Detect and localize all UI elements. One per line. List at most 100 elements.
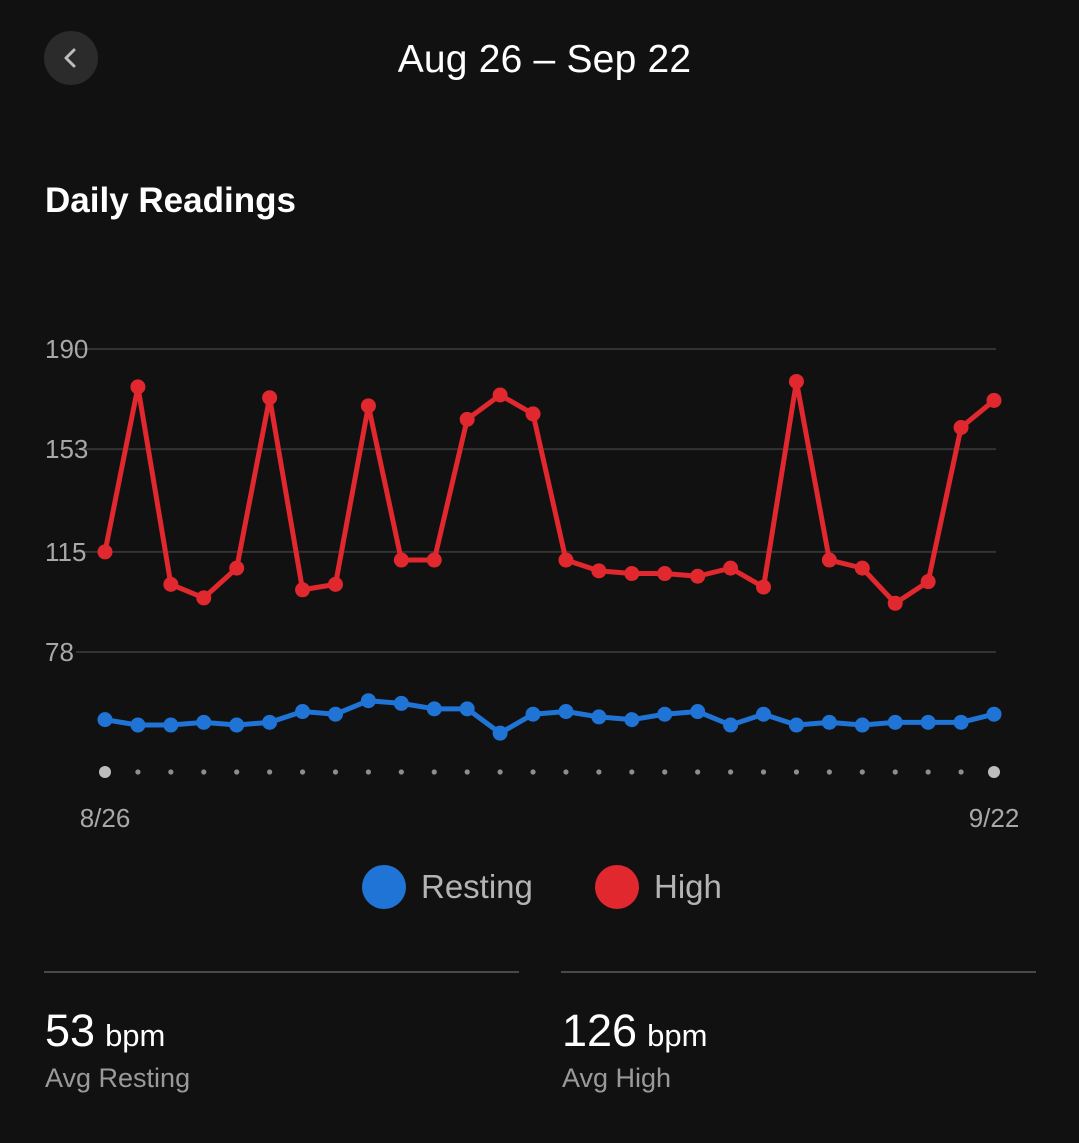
avg-resting-label: Avg Resting: [45, 1063, 191, 1093]
data-point-high: [821, 552, 837, 568]
avg-high-label: Avg High: [562, 1063, 672, 1093]
x-axis-end-marker: [988, 766, 1000, 778]
data-point-resting: [459, 701, 475, 717]
x-axis-day-marker: [826, 769, 832, 775]
data-point-resting: [97, 712, 113, 728]
x-axis-day-marker: [135, 769, 141, 775]
x-axis-day-marker: [234, 769, 240, 775]
x-axis-day-marker: [727, 769, 734, 775]
data-point-high: [756, 579, 772, 595]
data-point-resting: [591, 709, 607, 725]
data-point-high: [262, 390, 278, 406]
data-point-high: [393, 552, 409, 568]
x-axis-day-marker: [859, 769, 865, 775]
x-axis-day-marker: [365, 769, 372, 775]
data-point-resting: [525, 706, 541, 722]
back-button[interactable]: [44, 31, 98, 85]
x-axis-day-marker: [695, 769, 701, 775]
data-point-high: [229, 560, 245, 576]
data-point-high: [723, 560, 739, 576]
data-point-resting: [723, 717, 739, 733]
data-point-high: [558, 552, 574, 568]
y-tick-label-115: 115: [45, 537, 86, 567]
x-axis-day-marker: [267, 769, 273, 775]
avg-high-unit: bpm: [647, 1018, 708, 1053]
data-point-high: [163, 576, 179, 592]
stat-value-row-high: 126 bpm: [562, 1005, 707, 1057]
y-tick-label-153: 153: [45, 434, 88, 464]
x-axis-day-marker: [596, 769, 602, 775]
series-line-high: [102, 378, 997, 606]
data-point-high: [953, 419, 969, 435]
x-axis-day-marker: [530, 769, 536, 775]
legend-dot-resting: [362, 865, 406, 909]
x-axis-day-marker: [332, 769, 339, 775]
data-point-resting: [756, 706, 772, 722]
x-axis-day-marker: [563, 769, 569, 775]
avg-resting-value: 53: [45, 1005, 96, 1056]
data-point-resting: [130, 717, 146, 733]
data-point-resting: [393, 695, 409, 711]
data-point-resting: [196, 714, 212, 730]
series-line-resting: [102, 698, 997, 736]
y-tick-label-190: 190: [45, 334, 88, 364]
data-point-high: [525, 406, 541, 422]
x-axis-day-marker: [497, 769, 503, 775]
data-point-resting: [492, 725, 508, 741]
data-point-resting: [229, 717, 245, 733]
data-point-resting: [558, 704, 574, 720]
data-point-high: [690, 568, 706, 584]
data-point-high: [295, 582, 311, 598]
legend-label-high: High: [654, 868, 722, 905]
x-tick-label-start: 8/26: [80, 803, 131, 833]
data-point-resting: [788, 717, 804, 733]
x-axis-day-marker: [398, 769, 404, 775]
data-point-resting: [821, 714, 837, 730]
legend-item-high: High: [595, 863, 722, 911]
data-point-high: [196, 590, 212, 606]
avg-resting-unit: bpm: [105, 1018, 166, 1053]
x-axis-day-marker: [629, 769, 635, 775]
avg-high-value: 126: [562, 1005, 638, 1056]
data-point-resting: [887, 714, 903, 730]
data-point-high: [920, 574, 936, 590]
x-axis-day-marker: [892, 769, 898, 775]
x-axis-day-marker: [201, 769, 207, 775]
section-title: Daily Readings: [45, 181, 296, 220]
x-tick-label-end: 9/22: [969, 803, 1020, 833]
data-point-high: [459, 411, 475, 427]
stat-card-avg-high: 126 bpm Avg High: [561, 971, 1036, 1123]
data-point-resting: [360, 693, 376, 709]
legend-label-resting: Resting: [421, 868, 533, 905]
stat-card-avg-resting: 53 bpm Avg Resting: [44, 971, 519, 1123]
data-point-high: [788, 373, 804, 389]
data-point-high: [657, 566, 673, 582]
x-axis-day-marker: [793, 769, 800, 775]
data-point-resting: [262, 714, 278, 730]
x-axis-day-marker: [464, 769, 470, 775]
data-point-high: [130, 379, 146, 395]
daily-readings-chart: 78 115 153 190 8/26 9/22: [45, 334, 1020, 833]
data-point-high: [887, 595, 903, 611]
data-point-resting: [163, 717, 179, 733]
data-point-resting: [920, 714, 936, 730]
x-axis-day-marker: [925, 769, 931, 775]
stat-value-row-resting: 53 bpm: [45, 1005, 165, 1057]
data-point-resting: [854, 717, 870, 733]
x-axis-day-marker: [168, 769, 174, 775]
data-point-high: [492, 387, 508, 403]
data-point-resting: [690, 704, 706, 720]
chart-legend: Resting High: [0, 863, 1079, 911]
x-axis-day-marker: [760, 769, 767, 775]
data-point-high: [327, 576, 343, 592]
x-axis-end-marker: [99, 766, 111, 778]
data-point-high: [986, 392, 1002, 408]
y-tick-label-78: 78: [45, 637, 74, 667]
data-point-high: [426, 552, 442, 568]
data-point-high: [97, 544, 113, 560]
x-axis-day-marker: [431, 769, 437, 775]
data-point-resting: [657, 706, 673, 722]
page-title: Aug 26 – Sep 22: [397, 38, 692, 81]
data-point-resting: [953, 714, 969, 730]
chevron-left-icon: [61, 46, 81, 70]
